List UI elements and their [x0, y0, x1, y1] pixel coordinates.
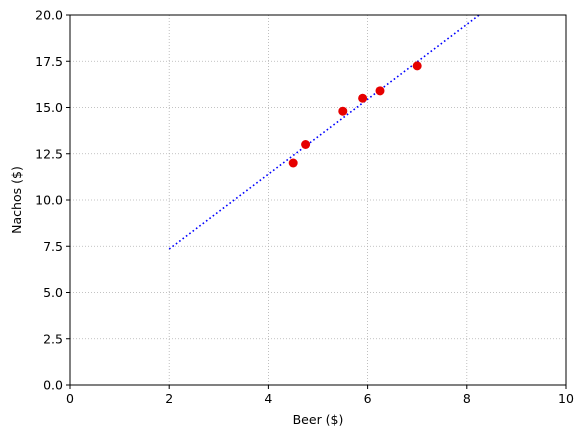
y-tick-label: 20.0 — [35, 8, 63, 23]
data-point — [358, 93, 368, 103]
data-point — [338, 106, 348, 116]
y-tick-label: 7.5 — [43, 239, 63, 254]
x-tick-label: 2 — [165, 391, 173, 406]
y-tick-label: 2.5 — [43, 331, 63, 346]
x-tick-label: 0 — [66, 391, 74, 406]
x-axis-title: Beer ($) — [293, 412, 344, 427]
y-tick-label: 10.0 — [35, 193, 63, 208]
y-tick-label: 5.0 — [43, 285, 63, 300]
y-tick-label: 0.0 — [43, 378, 63, 393]
data-point — [412, 61, 422, 71]
x-axis: 0 2 4 6 8 10 — [66, 385, 574, 406]
x-tick-label: 8 — [463, 391, 471, 406]
y-tick-label: 15.0 — [35, 100, 63, 115]
x-tick-label: 6 — [364, 391, 372, 406]
y-tick-label: 17.5 — [35, 54, 63, 69]
x-tick-label: 4 — [264, 391, 272, 406]
data-point — [288, 158, 298, 168]
x-tick-label: 10 — [558, 391, 574, 406]
data-point — [301, 140, 311, 149]
fit-line — [168, 14, 480, 250]
y-axis: 0.0 2.5 5.0 7.5 10.0 12.5 15.0 17.5 20.0 — [35, 8, 70, 393]
y-tick-label: 12.5 — [35, 146, 63, 161]
y-axis-title: Nachos ($) — [9, 166, 24, 234]
series-layer — [168, 14, 480, 250]
data-point — [375, 86, 385, 96]
